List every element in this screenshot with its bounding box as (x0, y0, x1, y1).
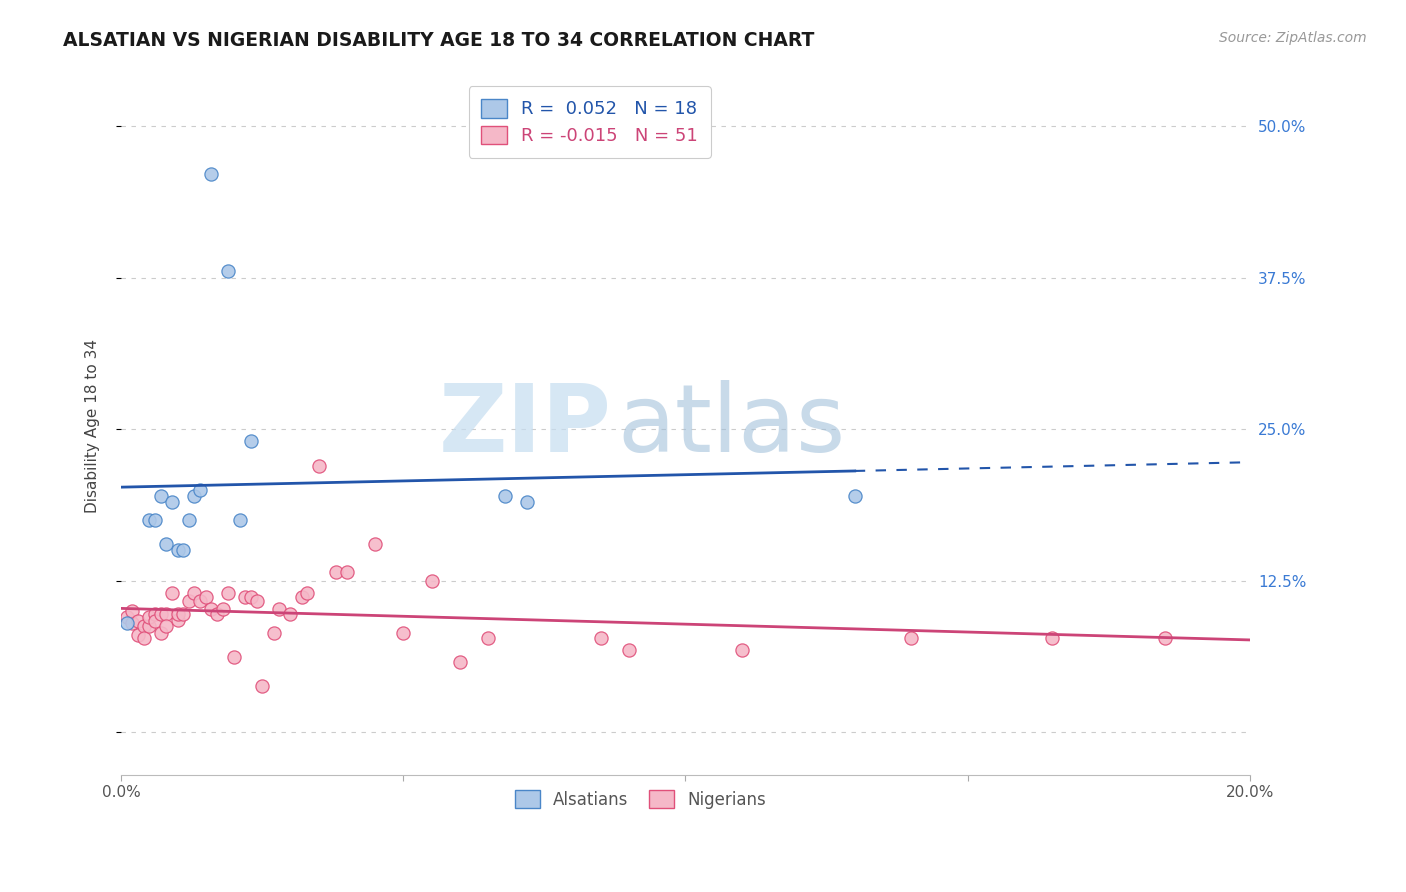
Point (127, 614, 149, 628)
Point (589, 631, 612, 645)
Point (194, 590, 217, 604)
Point (617, 643, 640, 657)
Point (177, 594, 200, 608)
Point (155, 618, 177, 632)
Point (291, 590, 314, 604)
Point (420, 574, 443, 588)
Point (263, 626, 285, 640)
Point (217, 586, 239, 600)
Text: ZIP: ZIP (439, 380, 612, 472)
Point (516, 495, 538, 509)
Point (308, 458, 330, 473)
Point (138, 618, 160, 632)
Point (149, 626, 172, 640)
Point (392, 626, 415, 640)
Point (132, 631, 155, 645)
Point (166, 613, 188, 627)
Point (269, 601, 291, 615)
Point (155, 607, 177, 621)
Point (183, 586, 205, 600)
Point (280, 607, 302, 621)
Point (160, 495, 183, 509)
Point (115, 616, 138, 631)
Point (177, 513, 200, 527)
Point (250, 679, 273, 693)
Text: ALSATIAN VS NIGERIAN DISABILITY AGE 18 TO 34 CORRELATION CHART: ALSATIAN VS NIGERIAN DISABILITY AGE 18 T… (63, 31, 814, 50)
Point (477, 631, 499, 645)
Point (121, 604, 143, 618)
Point (228, 513, 250, 527)
Point (200, 168, 222, 182)
Point (900, 631, 922, 645)
Point (494, 489, 516, 503)
Point (188, 594, 211, 608)
Point (138, 610, 160, 624)
Point (449, 655, 471, 669)
Point (1154, 631, 1177, 645)
Point (245, 594, 267, 608)
Point (239, 590, 262, 604)
Y-axis label: Disability Age 18 to 34: Disability Age 18 to 34 (86, 339, 100, 513)
Point (160, 586, 183, 600)
Point (172, 543, 194, 558)
Point (121, 616, 143, 631)
Point (183, 489, 205, 503)
Point (166, 607, 188, 621)
Point (336, 566, 359, 580)
Point (1040, 631, 1063, 645)
Point (731, 643, 754, 657)
Point (239, 434, 262, 449)
Point (172, 607, 194, 621)
Point (364, 537, 387, 551)
Point (115, 610, 138, 624)
Text: Source: ZipAtlas.com: Source: ZipAtlas.com (1219, 31, 1367, 45)
Point (217, 264, 239, 278)
Point (143, 513, 166, 527)
Point (200, 601, 222, 615)
Point (166, 543, 188, 558)
Point (149, 489, 172, 503)
Point (149, 607, 172, 621)
Text: atlas: atlas (617, 380, 846, 472)
Point (844, 489, 866, 503)
Legend: Alsatians, Nigerians: Alsatians, Nigerians (508, 784, 772, 815)
Point (155, 537, 177, 551)
Point (222, 650, 245, 665)
Point (233, 590, 256, 604)
Point (138, 513, 160, 527)
Point (143, 607, 166, 621)
Point (143, 614, 166, 628)
Point (325, 566, 347, 580)
Point (188, 483, 211, 497)
Point (205, 607, 228, 621)
Point (211, 601, 233, 615)
Point (297, 586, 319, 600)
Point (127, 628, 149, 642)
Point (132, 618, 155, 632)
